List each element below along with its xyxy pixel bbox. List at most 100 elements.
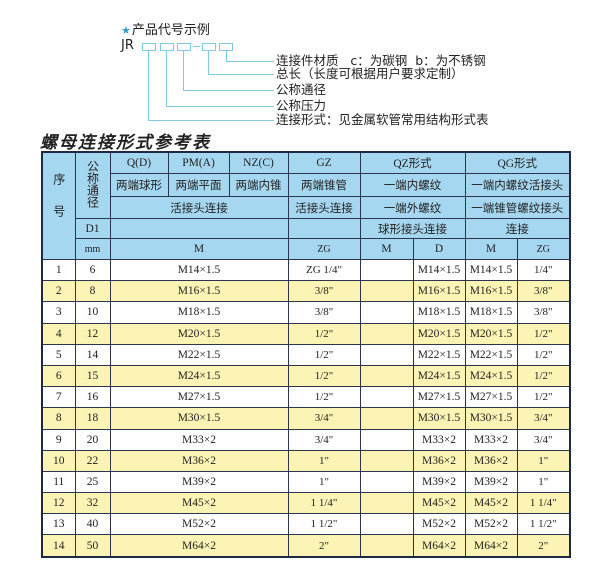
cell-gz-zg: 1/2" [287,364,361,388]
cell-thread-m: M33×2 [109,428,289,451]
label-connection-form: 连接形式：见金属软管常用结构形式表 [276,112,489,127]
header-shape: 两端球形 [109,173,169,197]
cell-gz-zg: 1 1/2" [287,513,361,536]
cell-seq: 12 [41,492,76,515]
cell-seq: 3 [41,301,76,324]
cell-thread-m: M22×1.5 [109,343,289,366]
cell-qg-m: M20×1.5 [464,322,518,345]
cell-qz-m [359,449,414,472]
cell-qz-d: M30×1.5 [412,407,466,430]
cell-qg-zg: 1/2" [516,343,571,366]
table-row: 10 22 M36×2 1" M36×2 M36×2 1" [41,449,571,472]
code-prefix: JR [121,38,134,53]
header-seq: 序号 [41,151,76,260]
cell-d1: 22 [74,449,111,472]
header-connection: 活接头连接 [287,196,361,219]
cell-seq: 11 [41,470,76,494]
leader-line [208,74,274,75]
cell-seq: 4 [41,322,76,345]
cell-qg-m: M22×1.5 [464,343,518,366]
header-connection: 活接头连接 [109,196,289,219]
cell-gz-zg: 3/8" [287,301,361,324]
header-unit: ZG [287,238,361,260]
cell-qg-zg: 3/4" [516,407,571,430]
cell-thread-m: M45×2 [109,492,289,515]
code-box-length [202,43,216,51]
cell-qg-zg: 1/2" [516,386,571,409]
header-unit: M [464,238,518,260]
cell-qz-d: M52×2 [412,513,466,536]
table-row: 8 18 M30×1.5 3/4" M30×1.5 M30×1.5 3/4" [41,407,571,430]
code-dash [193,46,200,47]
label-nominal-diameter: 公称通径 [276,82,327,97]
header-connection: 一端锥管螺纹接头 [464,196,571,219]
table-row: 4 12 M20×1.5 1/2" M20×1.5 M20×1.5 1/2" [41,322,571,345]
cell-qz-m [359,428,414,451]
leader-line [166,50,167,106]
cell-gz-zg: 1/2" [287,343,361,366]
cell-gz-zg: 2" [287,534,361,558]
cell-qz-m [359,343,414,366]
cell-gz-zg: 3/4" [287,428,361,451]
cell-qg-zg: 1 1/2" [516,513,571,536]
cell-thread-m: M14×1.5 [109,258,289,282]
cell-thread-m: M27×1.5 [109,386,289,409]
header-empty [109,218,289,239]
cell-gz-zg: 1" [287,470,361,494]
cell-gz-zg: 3/4" [287,407,361,430]
cell-seq: 6 [41,364,76,388]
cell-thread-m: M20×1.5 [109,322,289,345]
header-seq-text: 序号 [51,172,66,237]
cell-qg-zg: 1/2" [516,322,571,345]
cell-thread-m: M52×2 [109,513,289,536]
cell-qg-m: M24×1.5 [464,364,518,388]
header-type: QZ形式 [359,151,466,174]
leader-line [226,50,227,61]
cell-qz-m [359,322,414,345]
cell-thread-m: M36×2 [109,449,289,472]
cell-qz-d: M16×1.5 [412,280,466,303]
header-shape: 一端内螺纹 [359,173,466,197]
header-shape: 两端平面 [167,173,230,197]
cell-qg-zg: 1" [516,449,571,472]
cell-qz-m [359,513,414,536]
table-row: 2 8 M16×1.5 3/8" M16×1.5 M16×1.5 3/8" [41,280,571,303]
cell-d1: 32 [74,492,111,515]
cell-qz-d: M24×1.5 [412,364,466,388]
table-row: 11 25 M39×2 1" M39×2 M39×2 1" [41,470,571,494]
cell-qz-d: M33×2 [412,428,466,451]
table-body: 1 6 M14×1.5 ZG 1/4" M14×1.5 M14×1.5 1/4" 2 8 M16×… [41,258,571,558]
header-unit: D [412,238,466,260]
cell-qg-m: M45×2 [464,492,518,515]
header-connection: 一端外螺纹 [359,196,466,219]
cell-qg-zg: 2" [516,534,571,558]
label-length: 总长（长度可根据用户要求定制） [276,66,464,81]
header-type: QG形式 [464,151,571,174]
cell-d1: 40 [74,513,111,536]
leader-line [208,50,209,74]
cell-d1: 12 [74,322,111,345]
cell-qg-m: M14×1.5 [464,258,518,282]
cell-thread-m: M64×2 [109,534,289,558]
label-material: 连接件材质 c：为碳钢 b：为不锈钢 [276,53,486,68]
leader-line [148,50,149,120]
code-box-diameter [177,43,191,51]
cell-qz-d: M22×1.5 [412,343,466,366]
code-box-pressure [160,43,174,51]
cell-qz-d: M27×1.5 [412,386,466,409]
cell-thread-m: M16×1.5 [109,280,289,303]
table-row: 3 10 M18×1.5 3/8" M18×1.5 M18×1.5 3/8" [41,301,571,324]
cell-qz-m [359,280,414,303]
cell-qz-m [359,386,414,409]
cell-qz-d: M18×1.5 [412,301,466,324]
cell-gz-zg: 3/8" [287,280,361,303]
cell-qg-m: M30×1.5 [464,407,518,430]
cell-qg-zg: 3/8" [516,280,571,303]
nut-connection-table: 序号 公称通径 Q(D) PM(A) NZ(C) GZ QZ形式 QG形式 两端… [41,151,571,558]
cell-seq: 9 [41,428,76,451]
code-box-connection-form [142,43,156,51]
table-row: 5 14 M22×1.5 1/2" M22×1.5 M22×1.5 1/2" [41,343,571,366]
cell-d1: 20 [74,428,111,451]
table-row: 6 15 M24×1.5 1/2" M24×1.5 M24×1.5 1/2" [41,364,571,388]
cell-seq: 13 [41,513,76,536]
